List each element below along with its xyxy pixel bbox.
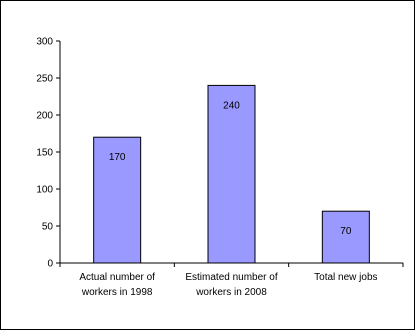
bar [93, 136, 142, 264]
data-label: 70 [340, 226, 352, 237]
chart-bars [93, 84, 370, 264]
chart-labels: 0 50 100 150 200 250 300 170 Actual number of wor… [36, 37, 377, 299]
y-tick-label: 0 [47, 259, 53, 270]
y-tick-label: 200 [36, 111, 53, 122]
bar [321, 210, 370, 264]
x-tick-label: workers in 2008 [195, 287, 267, 298]
data-label: 240 [223, 100, 240, 111]
x-tick-label: workers in 1998 [81, 287, 153, 298]
y-tick-label: 50 [42, 222, 54, 233]
x-tick-label: Total new jobs [314, 272, 377, 283]
y-tick-label: 150 [36, 148, 53, 159]
y-tick-label: 250 [36, 74, 53, 85]
x-tick-label: Actual number of [79, 272, 155, 283]
x-tick-label: Estimated number of [185, 272, 277, 283]
bar [207, 84, 256, 264]
data-label: 170 [109, 152, 126, 163]
y-tick-label: 100 [36, 185, 53, 196]
y-tick-label: 300 [36, 37, 53, 48]
